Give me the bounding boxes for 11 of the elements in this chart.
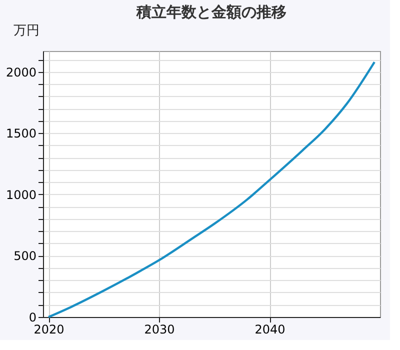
- y-tick-label: 500: [14, 249, 36, 264]
- x-tick-label: 2040: [254, 322, 286, 336]
- x-tick-label: 2020: [34, 322, 64, 336]
- y-tick-label: 0: [28, 310, 36, 324]
- line-series: [47, 60, 376, 318]
- y-tick-label: 1500: [6, 126, 36, 141]
- y-tick-label: 1000: [6, 188, 36, 202]
- y-axis-title: 万円: [14, 24, 40, 38]
- x-tick-label: 2030: [144, 322, 175, 336]
- chart-title: 積立年数と金額の推移: [136, 3, 286, 21]
- y-tick-label: 2000: [6, 65, 36, 80]
